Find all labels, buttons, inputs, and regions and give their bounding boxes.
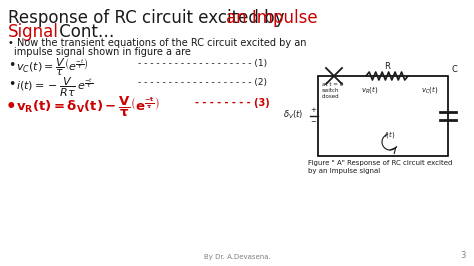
Text: - - - - - - - - (3): - - - - - - - - (3) [195,98,270,108]
Text: •: • [6,98,17,116]
Text: $\mathbf{v_R(t) = \delta_V(t) - \dfrac{V}{\tau}\left(e^{\frac{-t}{\tau}}\right)}: $\mathbf{v_R(t) = \delta_V(t) - \dfrac{V… [16,95,160,119]
Text: •: • [8,78,15,91]
Text: $\delta_V(t)$: $\delta_V(t)$ [283,109,303,121]
Text: Response of RC circuit excited by: Response of RC circuit excited by [8,9,290,27]
Text: - - - - - - - - - - - - - - - - - - - (1): - - - - - - - - - - - - - - - - - - - (1… [138,59,267,68]
Text: impulse signal shown in figure a are: impulse signal shown in figure a are [14,47,191,57]
Text: an Impulse: an Impulse [226,9,318,27]
Text: $v_C(t)$: $v_C(t)$ [421,84,439,95]
Text: • Now the transient equations of the RC circuit excited by an: • Now the transient equations of the RC … [8,38,307,48]
Text: at t = 0
switch
closed: at t = 0 switch closed [322,82,343,99]
Text: C: C [452,65,458,74]
Text: 3: 3 [461,251,466,260]
Text: Cont…: Cont… [54,23,114,41]
Text: $i(t)$: $i(t)$ [384,128,396,139]
Text: By Dr. A.Devasena.: By Dr. A.Devasena. [204,254,270,260]
Text: $i(t) = -\dfrac{V}{R\tau}\,e^{\frac{-t}{\tau}}$: $i(t) = -\dfrac{V}{R\tau}\,e^{\frac{-t}{… [16,76,93,99]
Text: •: • [8,59,15,72]
Text: Figure " A" Response of RC circuit excited
by an Impulse signal: Figure " A" Response of RC circuit excit… [308,160,452,174]
Text: $v_C(t) = \dfrac{V}{\tau}\left(e^{\frac{-t}{\tau}}\right)$: $v_C(t) = \dfrac{V}{\tau}\left(e^{\frac{… [16,57,89,78]
Text: R: R [384,62,390,71]
Text: −: − [310,119,316,125]
Text: - - - - - - - - - - - - - - - - - - - (2): - - - - - - - - - - - - - - - - - - - (2… [138,78,267,87]
Text: Signal: Signal [8,23,59,41]
Text: $v_R(t)$: $v_R(t)$ [361,84,379,95]
Text: +: + [310,107,316,113]
